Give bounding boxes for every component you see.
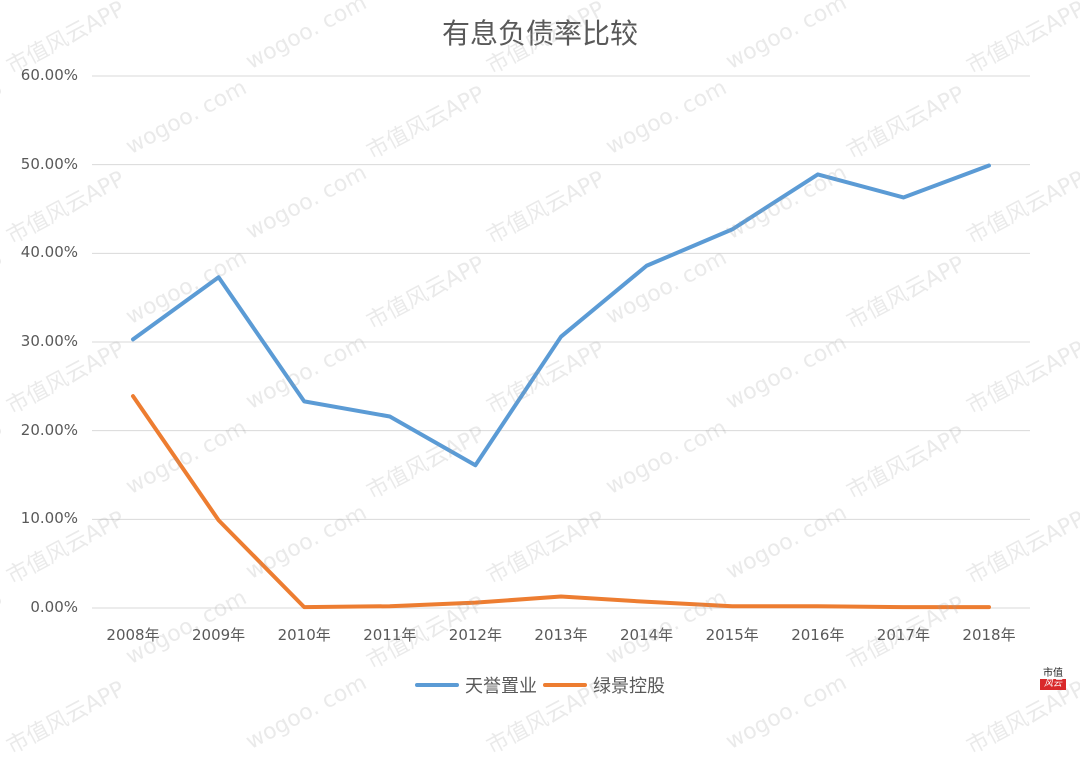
legend-swatch-blue: [415, 683, 459, 687]
x-tick-label: 2011年: [363, 626, 417, 644]
y-tick-label: 0.00%: [30, 598, 78, 616]
y-tick-label: 50.00%: [20, 154, 78, 173]
y-tick-label: 20.00%: [20, 420, 78, 439]
x-tick-label: 2009年: [192, 626, 246, 644]
series-line[interactable]: [131, 394, 991, 610]
legend-item-tianyu[interactable]: 天誉置业: [415, 672, 537, 698]
legend-swatch-orange: [543, 683, 587, 687]
x-tick-label: 2018年: [962, 626, 1016, 644]
brand-logo: 市值 风云: [1040, 668, 1066, 690]
legend-label: 天誉置业: [465, 676, 537, 697]
x-tick-label: 2014年: [620, 626, 674, 644]
x-tick-label: 2015年: [705, 626, 759, 644]
plot-area: [92, 75, 1030, 610]
legend-label: 绿景控股: [593, 676, 665, 697]
x-tick-label: 2012年: [448, 626, 502, 644]
y-tick-label: 40.00%: [20, 243, 78, 262]
x-tick-label: 2008年: [106, 626, 160, 644]
x-tick-label: 2016年: [791, 626, 845, 644]
y-tick-label: 10.00%: [20, 509, 78, 528]
legend-item-lvjing[interactable]: 绿景控股: [543, 672, 665, 698]
logo-top: 市值: [1043, 668, 1063, 679]
series-line[interactable]: [131, 163, 991, 468]
y-tick-label: 30.00%: [20, 332, 78, 350]
x-tick-label: 2013年: [534, 626, 588, 644]
x-tick-label: 2010年: [277, 626, 331, 644]
chart-title: 有息负债率比较: [441, 17, 638, 50]
y-tick-label: 60.00%: [20, 66, 78, 84]
logo-bottom: 风云: [1040, 679, 1066, 690]
x-tick-label: 2017年: [876, 626, 930, 644]
legend: 天誉置业 绿景控股: [0, 672, 1080, 698]
